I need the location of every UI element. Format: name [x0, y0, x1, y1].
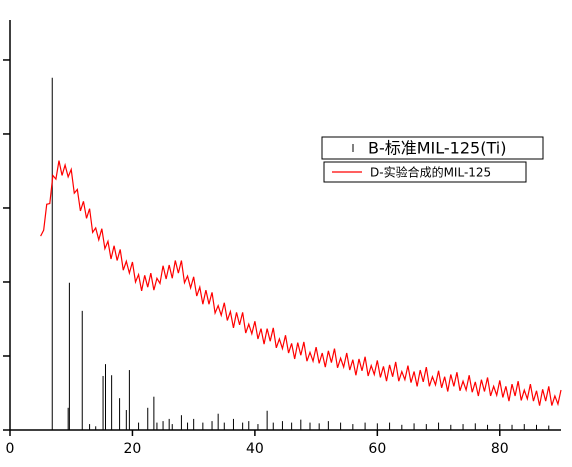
legend-label: D-实验合成的MIL-125 [370, 165, 491, 180]
legend-label: B-标准MIL-125(Ti) [368, 139, 506, 158]
x-tick-label: 40 [246, 441, 264, 457]
legend-box [321, 136, 544, 160]
legend-box [323, 161, 527, 183]
x-tick-label: 60 [368, 441, 386, 457]
x-tick-label: 0 [6, 441, 15, 457]
x-tick-label: 80 [491, 441, 509, 457]
x-tick-label: 20 [124, 441, 142, 457]
legend-entry: D-实验合成的MIL-125 [323, 161, 527, 183]
legend-entry: B-标准MIL-125(Ti) [321, 136, 544, 160]
data-line [40, 160, 562, 407]
